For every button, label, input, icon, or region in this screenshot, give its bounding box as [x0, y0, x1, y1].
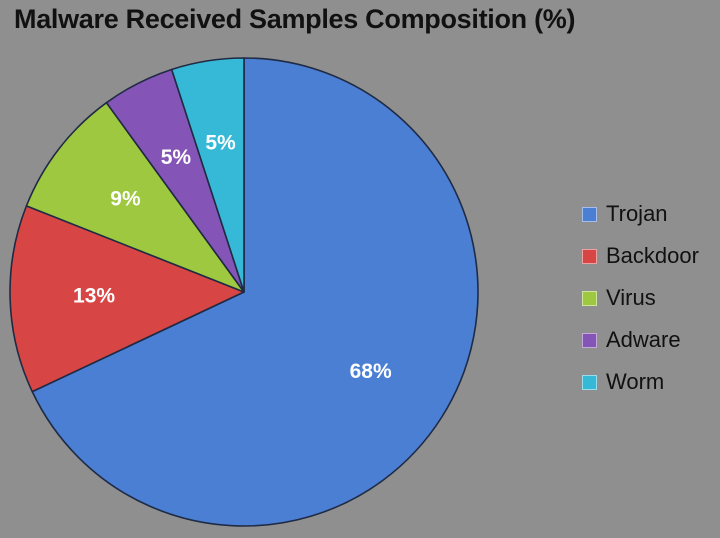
slice-label-backdoor: 13% [73, 284, 115, 307]
legend-label-virus: Virus [606, 285, 656, 310]
legend-item-adware: Adware [582, 319, 699, 361]
pie-slice-worm [170, 57, 245, 293]
slice-label-trojan: 68% [350, 360, 392, 383]
legend-item-backdoor: Backdoor [582, 235, 699, 277]
legend-item-trojan: Trojan [582, 193, 699, 235]
slice-label-worm: 5% [205, 131, 236, 154]
slice-label-virus: 9% [110, 188, 141, 211]
legend-label-worm: Worm [606, 369, 665, 394]
pie-slice-virus [25, 101, 245, 293]
pie-slice-trojan [31, 57, 479, 527]
legend-swatch-trojan [582, 206, 597, 222]
legend-swatch-backdoor [582, 248, 597, 264]
legend-swatch-worm [582, 374, 597, 390]
legend-item-virus: Virus [582, 277, 699, 319]
legend-swatch-virus [582, 290, 597, 306]
pie-slices [9, 57, 479, 527]
pie-slice-labels: 68% 13% 9% 5% 5% [73, 131, 392, 383]
chart-title: Malware Received Samples Composition (%) [14, 4, 576, 34]
legend-item-worm: Worm [582, 361, 699, 403]
chart-legend: Trojan Backdoor Virus Adware Worm [582, 193, 699, 403]
legend-label-trojan: Trojan [606, 201, 668, 226]
legend-swatch-adware [582, 332, 597, 348]
pie-slice-backdoor [9, 205, 245, 393]
legend-label-adware: Adware [606, 327, 681, 352]
slice-label-adware: 5% [161, 146, 192, 169]
legend-label-backdoor: Backdoor [606, 243, 699, 268]
